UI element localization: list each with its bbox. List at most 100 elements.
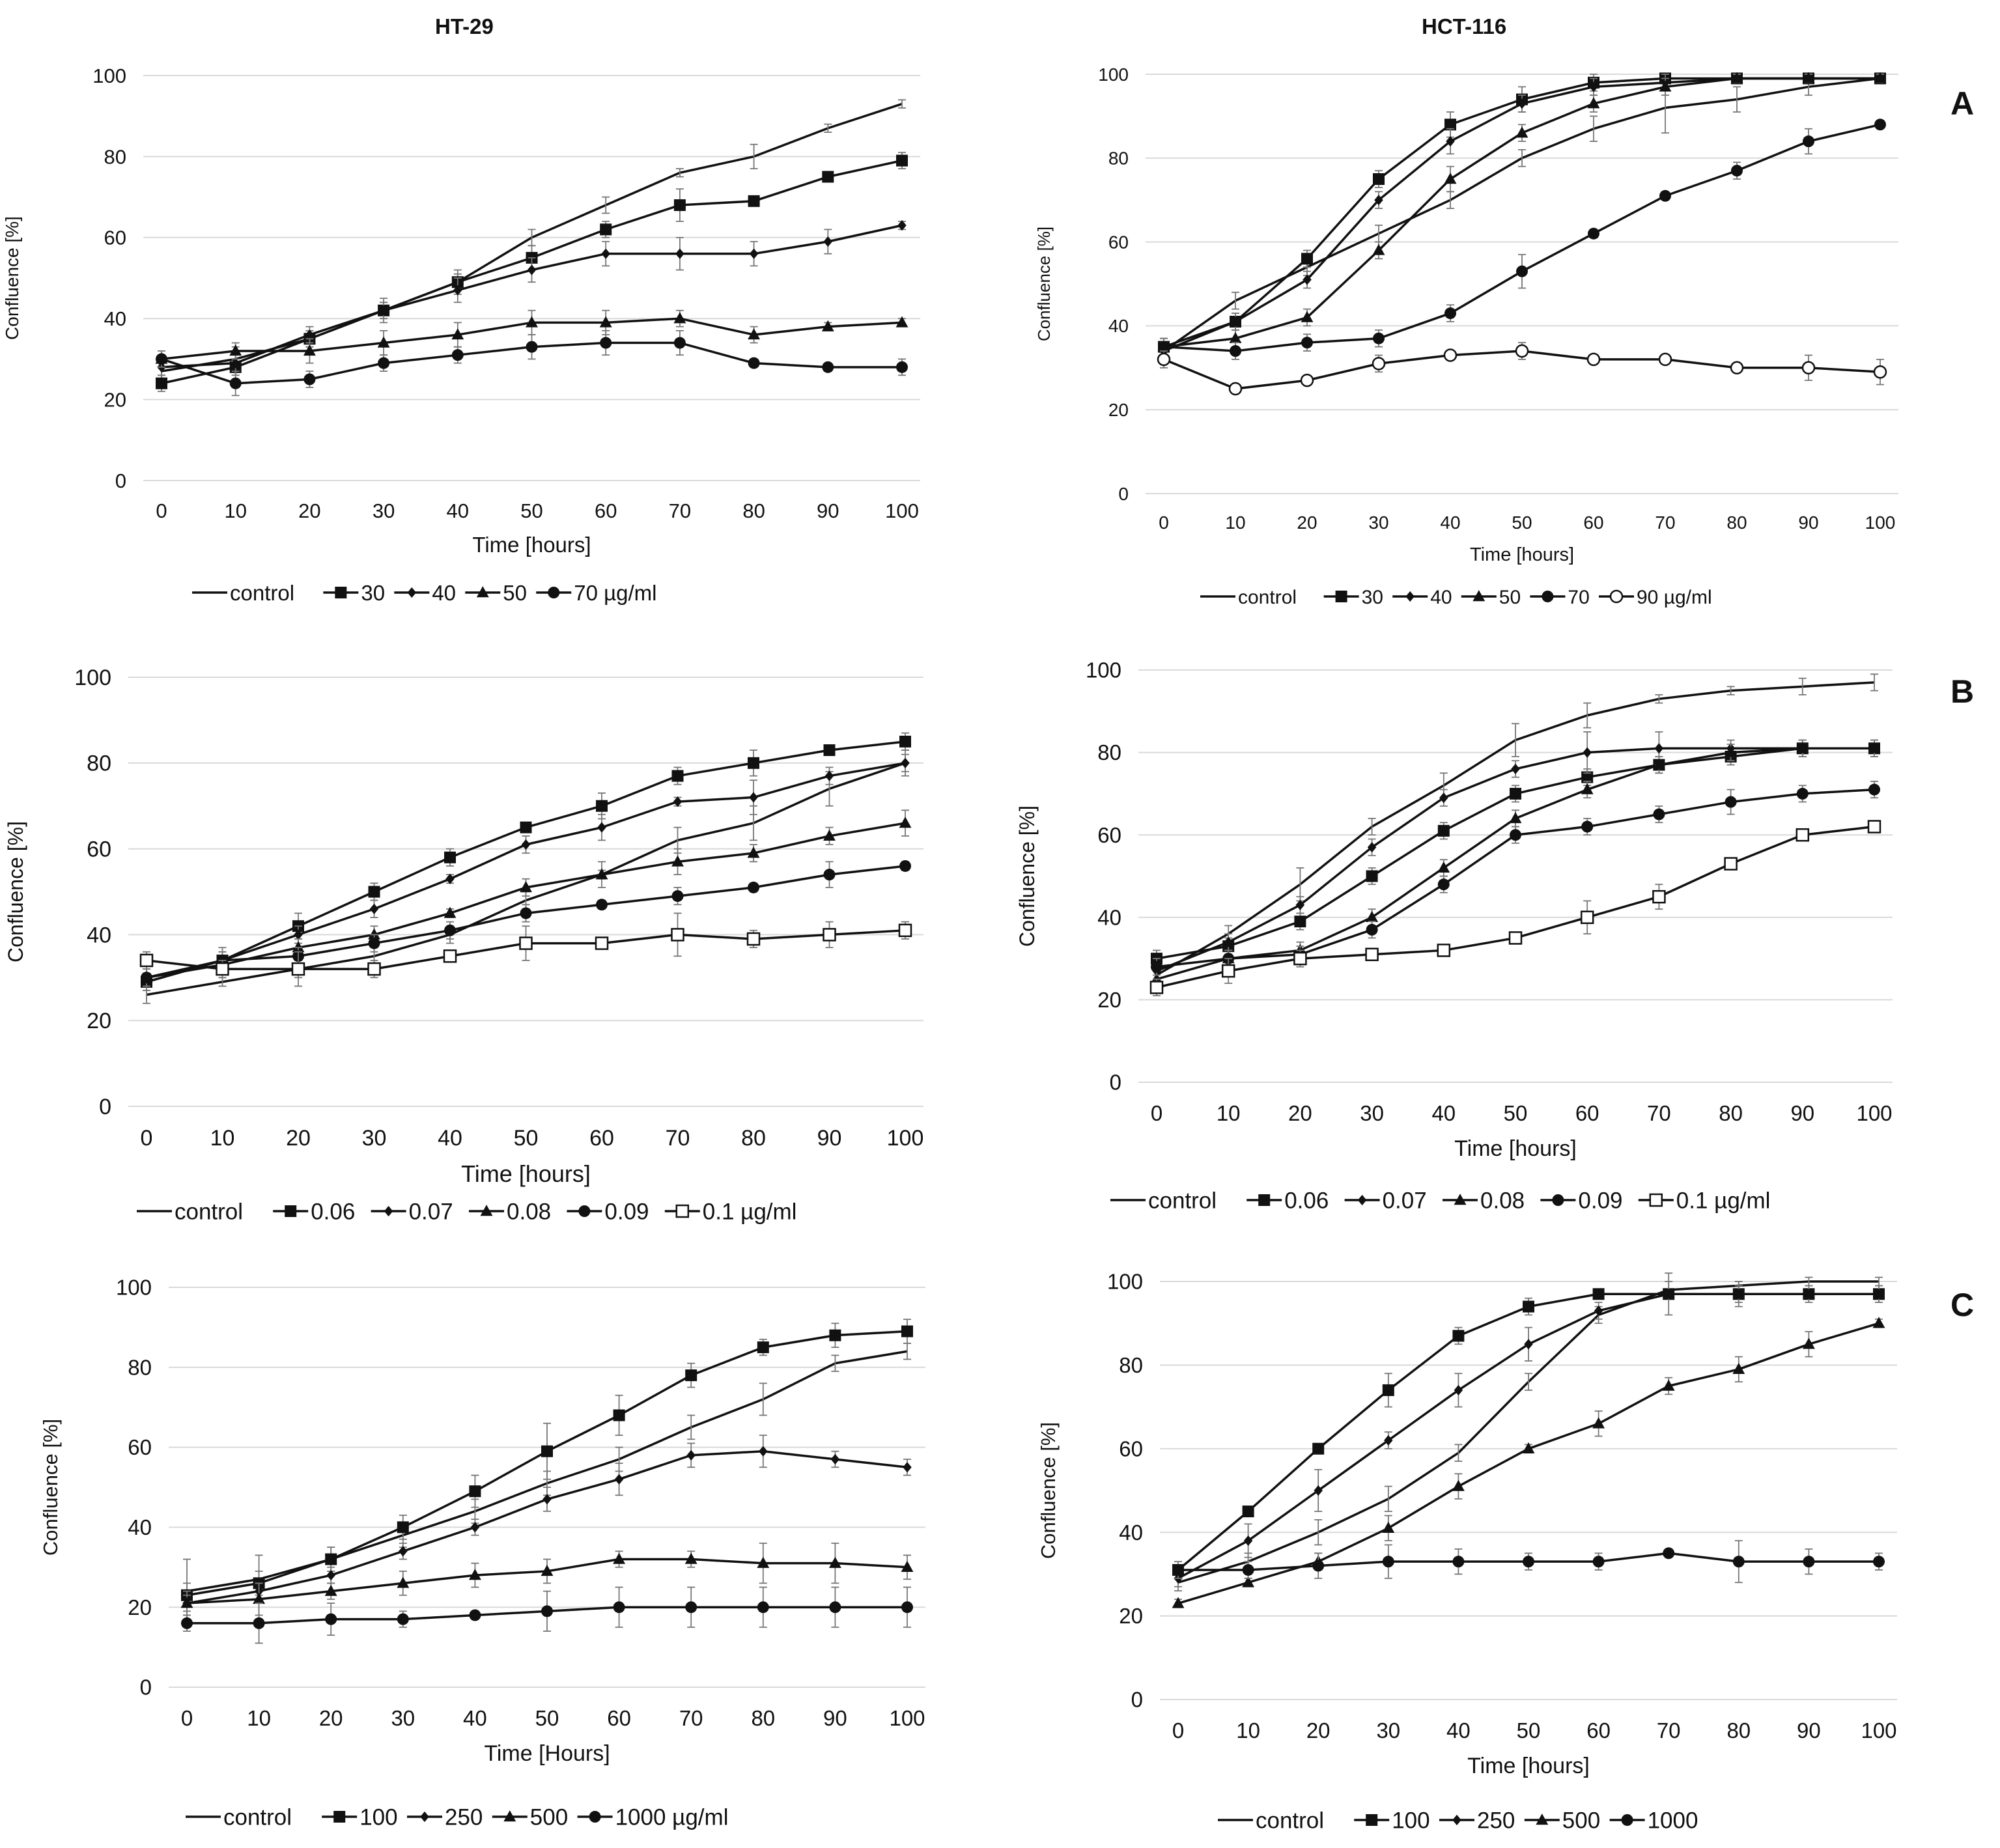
- x-tick-label: 30: [1368, 512, 1388, 533]
- data-point-0.09: [1725, 796, 1737, 808]
- data-point-100: [469, 1485, 481, 1498]
- data-point-0.06: [1437, 824, 1450, 837]
- data-point-0.08: [1581, 783, 1594, 794]
- legend-marker: [675, 1204, 690, 1218]
- y-tick-label: 60: [104, 227, 126, 249]
- data-point-1000: [757, 1601, 769, 1614]
- data-point-40: [675, 248, 684, 259]
- x-tick-label: 80: [751, 1706, 775, 1730]
- data-point-70: [303, 373, 316, 385]
- x-tick-label: 80: [741, 1126, 766, 1151]
- data-point-0.1: [519, 936, 533, 950]
- data-point-250: [830, 1453, 840, 1465]
- data-point-0.07: [1654, 743, 1664, 754]
- data-point-250: [1664, 1289, 1673, 1300]
- legend-marker: [1405, 591, 1415, 602]
- data-point-100: [1452, 1330, 1465, 1342]
- legend-label: 1000: [1648, 1808, 1698, 1834]
- data-point-0.08: [747, 847, 760, 858]
- data-point-70: [822, 361, 834, 373]
- data-point-0.08: [292, 941, 305, 953]
- data-point-250: [1804, 1289, 1814, 1300]
- legend-marker: [1454, 1194, 1467, 1205]
- data-point-40: [527, 264, 537, 275]
- legend-marker: [384, 1205, 393, 1217]
- panel-label-b: B: [1951, 673, 1975, 710]
- x-tick-label: 80: [1719, 1101, 1743, 1125]
- x-tick-label: 100: [1861, 1718, 1896, 1743]
- legend-label: control: [1256, 1808, 1324, 1834]
- data-point-0.07: [1224, 936, 1233, 947]
- data-point-0.07: [1367, 842, 1377, 853]
- x-tick-label: 70: [1657, 1718, 1681, 1743]
- data-point-50: [821, 320, 834, 331]
- data-point-40: [601, 248, 610, 259]
- legend-marker: [1452, 1814, 1461, 1826]
- data-point-0.06: [596, 800, 608, 812]
- data-point-1000: [1592, 1556, 1605, 1568]
- series-line-0.1: [1156, 825, 1875, 989]
- data-point-100: [757, 1341, 769, 1354]
- y-tick-label: 40: [1119, 1520, 1143, 1545]
- y-axis-label: Confluence [%]: [39, 1419, 62, 1556]
- data-point-0.09: [1437, 878, 1450, 891]
- x-tick-label: 50: [1504, 1101, 1528, 1125]
- y-tick-label: 100: [1107, 1270, 1143, 1294]
- legend-label: control: [223, 1805, 292, 1830]
- legend-label: control: [1238, 587, 1297, 608]
- data-point-0.06: [1366, 870, 1378, 882]
- legend-label: 0.09: [1578, 1188, 1622, 1214]
- data-point-500: [468, 1569, 481, 1580]
- y-axis-label: Confluence [%]: [1015, 805, 1039, 947]
- data-point-0.1: [1221, 964, 1235, 978]
- data-point-0.1: [1437, 944, 1451, 957]
- data-point-30: [156, 377, 167, 389]
- data-point-70: [1731, 165, 1743, 177]
- x-tick-label: 60: [595, 499, 617, 522]
- data-point-90: [1300, 373, 1314, 387]
- data-point-40: [1374, 195, 1383, 206]
- data-point-40: [1446, 135, 1455, 147]
- data-point-1000: [1452, 1556, 1465, 1568]
- data-point-50: [748, 328, 761, 340]
- data-point-50: [673, 312, 686, 324]
- title-hct116: HCT-116: [1422, 14, 1507, 38]
- x-tick-label: 100: [885, 499, 919, 522]
- data-point-0.07: [1439, 792, 1448, 804]
- legend-label: 0.1 µg/ml: [703, 1199, 797, 1225]
- data-point-100: [1242, 1505, 1254, 1518]
- x-axis-label: Time [hours]: [461, 1160, 591, 1187]
- data-point-90: [1372, 357, 1386, 371]
- data-point-70: [1874, 119, 1886, 131]
- y-tick-label: 80: [1097, 740, 1121, 764]
- data-point-50: [599, 316, 612, 328]
- data-point-1000: [181, 1617, 193, 1629]
- legend-label: 0.07: [1383, 1188, 1427, 1214]
- data-point-70: [1373, 332, 1385, 344]
- legend-label: 100: [359, 1805, 397, 1830]
- data-point-1000: [1663, 1547, 1675, 1560]
- data-point-0.06: [748, 757, 759, 769]
- data-point-500: [613, 1552, 626, 1564]
- x-tick-label: 10: [247, 1706, 271, 1730]
- data-point-50: [229, 344, 242, 356]
- data-point-0.07: [673, 796, 683, 807]
- legend-label: 50: [503, 581, 527, 605]
- y-tick-label: 0: [99, 1095, 111, 1119]
- x-tick-label: 70: [666, 1126, 690, 1151]
- title-ht29: HT-29: [435, 14, 494, 38]
- y-tick-label: 100: [74, 665, 111, 690]
- data-point-30: [1301, 253, 1313, 265]
- data-point-0.09: [1151, 960, 1162, 973]
- series-line-control: [1162, 77, 1881, 352]
- data-point-500: [1662, 1379, 1675, 1391]
- data-point-0.09: [520, 907, 532, 919]
- legend-label: 30: [1362, 587, 1383, 608]
- x-tick-label: 20: [1306, 1718, 1331, 1743]
- legend-label: 250: [1477, 1808, 1515, 1834]
- data-point-100: [1312, 1442, 1325, 1455]
- data-point-250: [542, 1494, 552, 1505]
- legend-marker: [548, 587, 560, 598]
- data-point-0.1: [823, 928, 836, 942]
